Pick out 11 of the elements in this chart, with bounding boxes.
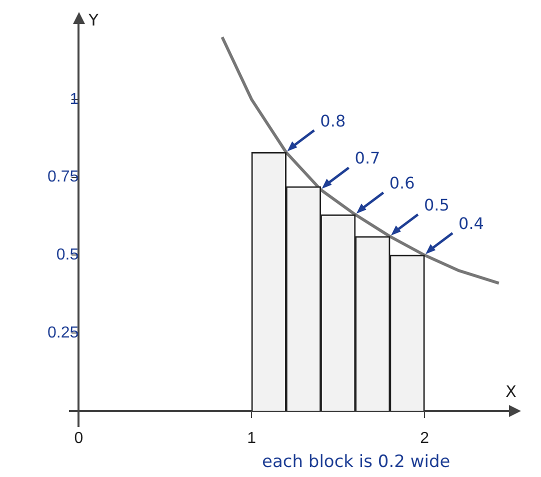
annotation: 0.7 [354, 148, 380, 168]
y-axis-title: Y [88, 10, 99, 30]
annotation: 0.5 [424, 195, 450, 214]
annotation: 0.4 [458, 214, 484, 234]
text: each block is 0.2 wide [262, 452, 450, 472]
annotation: 0.6 [389, 174, 415, 193]
annotation: 0.8 [320, 111, 346, 130]
x-tick-label: 1 [247, 430, 256, 447]
x-tick-label: 2 [420, 430, 430, 447]
x-tick-label: 0 [74, 430, 84, 447]
x-axis-title: X [506, 382, 517, 401]
